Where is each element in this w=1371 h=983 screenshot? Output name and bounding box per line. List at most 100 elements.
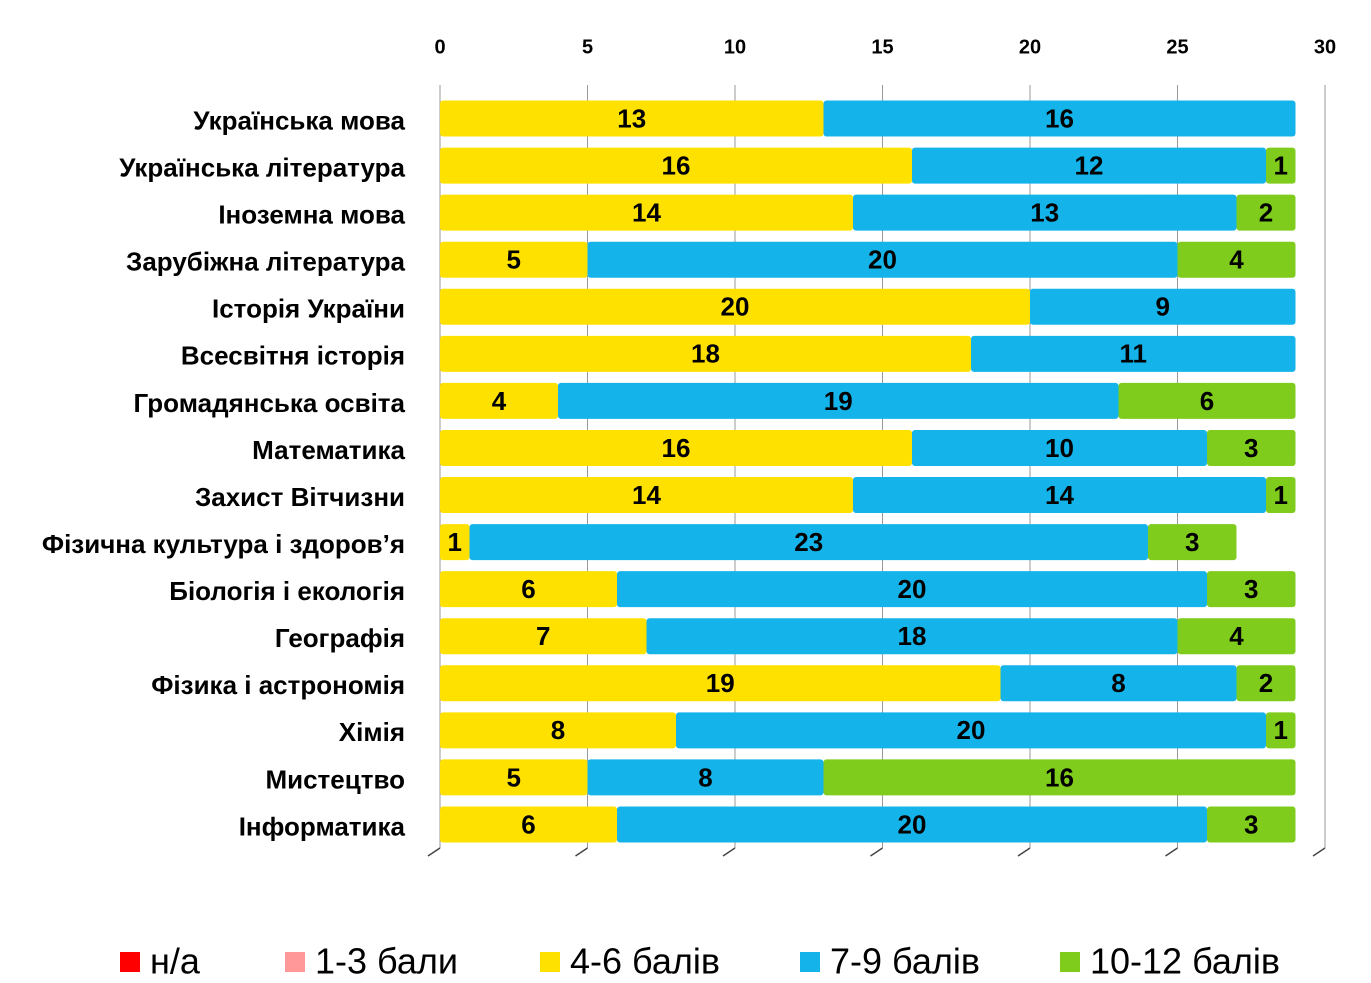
tick-mark [1165,847,1178,857]
data-label: 14 [632,198,661,228]
bar-segment [1177,241,1296,278]
data-label: 20 [957,715,986,745]
data-label: 3 [1185,527,1199,557]
data-label: 8 [1111,668,1125,698]
bar-segment [1177,618,1296,655]
data-label: 5 [507,762,521,792]
bar-segment [912,147,1266,184]
y-tick-label: Іноземна мова [218,200,405,230]
y-tick-label: Всесвітня історія [181,341,405,371]
data-label: 14 [1045,480,1074,510]
data-label: 11 [1120,339,1148,369]
data-label: 16 [662,433,691,463]
bar-segment [1118,382,1296,419]
data-label: 12 [1075,150,1104,180]
bar-segment [617,806,1207,843]
data-label: 13 [1030,198,1059,228]
bar-segment [440,288,1030,325]
bar-segment [1030,288,1296,325]
data-label: 4 [1229,245,1244,275]
y-tick-label: Українська література [119,152,405,182]
legend-swatch [1060,952,1080,972]
bar-segment [1207,806,1296,843]
data-label: 2 [1259,198,1273,228]
data-label: 6 [521,809,535,839]
bar-segment [1236,194,1296,231]
bar-segment [440,241,588,278]
data-label: 20 [898,574,927,604]
bar-segment [1236,665,1296,702]
data-label: 1 [1274,150,1288,180]
bar-segment [440,618,647,655]
bar-segment [853,477,1266,514]
data-label: 9 [1156,292,1170,322]
data-label: 20 [868,245,897,275]
bar-segment [440,712,676,749]
bar-segment [1000,665,1237,702]
bar-segment [440,194,853,231]
bar-segment [440,759,588,796]
bar-segment [823,100,1296,137]
bar-segment [440,524,470,561]
y-tick-label: Історія України [212,294,405,324]
legend-label: н/а [150,941,201,982]
data-label: 19 [706,668,735,698]
y-tick-label: Зарубіжна література [126,247,406,277]
data-label: 16 [1045,762,1074,792]
legend-label: 7-9 балів [830,941,980,982]
data-label: 8 [551,715,565,745]
data-label: 1 [448,527,462,557]
y-tick-label: Захист Вітчизни [195,482,405,512]
tick-mark [427,847,441,857]
bar-segment [440,571,617,608]
bar-segment [440,429,912,466]
bar-segment [558,382,1119,419]
data-label: 7 [536,621,550,651]
y-tick-label: Математика [252,435,405,465]
tick-mark [575,847,588,857]
data-label: 16 [1045,103,1074,133]
tick-mark [1312,847,1326,857]
data-label: 3 [1244,574,1258,604]
bar-segment [1266,477,1296,514]
tick-mark [1017,847,1031,857]
x-tick-label: 25 [1166,36,1188,58]
data-label: 19 [824,386,853,416]
data-label: 18 [691,339,720,369]
bar-segment [1207,429,1296,466]
legend-swatch [800,952,820,972]
data-label: 23 [794,527,823,557]
legend-swatch [120,952,140,972]
tick-mark [870,847,883,857]
bar-segment [440,147,912,184]
y-tick-label: Громадянська освіта [134,388,406,418]
x-tick-label: 20 [1019,36,1041,58]
bar-segment [853,194,1237,231]
y-tick-label: Фізична культура і здоров’я [42,529,405,559]
bar-segment [823,759,1296,796]
bar-segment [587,759,824,796]
data-label: 4 [1229,621,1244,651]
data-label: 20 [898,809,927,839]
legend-label: 1-3 бали [315,941,458,982]
y-tick-label: Мистецтво [265,764,405,794]
bar-segment [676,712,1266,749]
data-label: 1 [1274,715,1288,745]
bar-segment [440,665,1001,702]
bar-segment [440,806,617,843]
data-label: 8 [698,762,712,792]
data-label: 16 [662,150,691,180]
x-tick-label: 10 [724,36,746,58]
data-label: 6 [1200,386,1214,416]
bar-segment [440,335,971,372]
x-tick-label: 0 [434,36,445,58]
data-label: 2 [1259,668,1273,698]
bar-segment [971,335,1296,372]
data-label: 1 [1274,480,1288,510]
data-label: 3 [1244,433,1258,463]
data-label: 6 [521,574,535,604]
x-tick-label: 30 [1314,36,1336,58]
bar-segment [1266,712,1296,749]
bar-segment [912,429,1207,466]
